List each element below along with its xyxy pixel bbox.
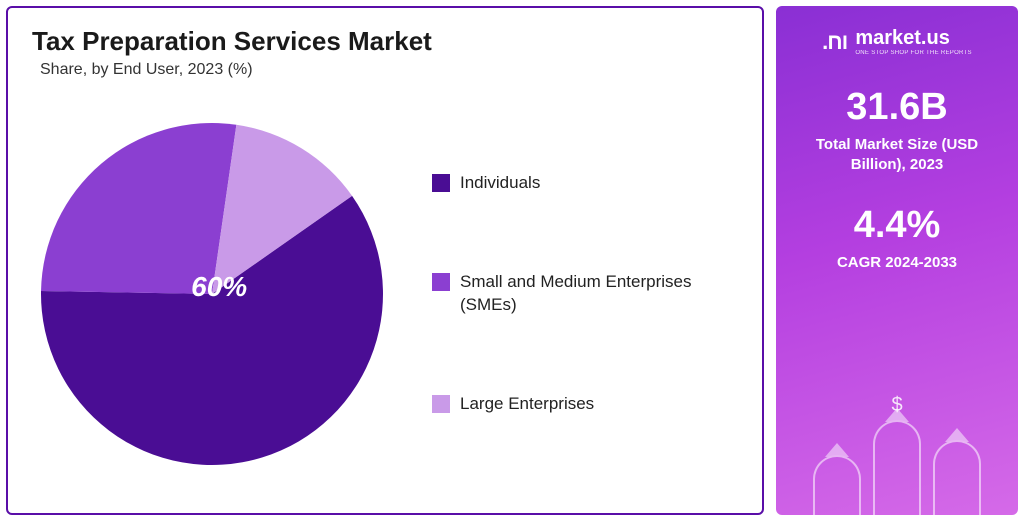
legend-label: Individuals xyxy=(460,172,540,195)
legend-item: Individuals xyxy=(432,172,738,195)
brand-logo: .וח market.us ONE STOP SHOP FOR THE REPO… xyxy=(822,28,972,56)
logo-main-text: market.us xyxy=(855,28,950,48)
legend-swatch xyxy=(432,174,450,192)
logo-tagline: ONE STOP SHOP FOR THE REPORTS xyxy=(855,50,972,56)
legend-label: Large Enterprises xyxy=(460,393,594,416)
up-arrow-icon xyxy=(813,455,861,515)
stats-side-panel: .וח market.us ONE STOP SHOP FOR THE REPO… xyxy=(776,6,1018,515)
up-arrow-icon xyxy=(873,420,921,515)
stat-cagr-label: CAGR 2024-2033 xyxy=(837,253,957,273)
legend: Individuals Small and Medium Enterprises … xyxy=(392,134,738,454)
legend-swatch xyxy=(432,395,450,413)
chart-title: Tax Preparation Services Market xyxy=(32,26,738,57)
pie-center-label: 60% xyxy=(191,271,247,303)
main-chart-panel: Tax Preparation Services Market Share, b… xyxy=(6,6,764,515)
up-arrows-graphic xyxy=(776,405,1018,515)
chart-row: 60% Individuals Small and Medium Enterpri… xyxy=(32,87,738,501)
up-arrow-icon xyxy=(933,440,981,515)
legend-item: Small and Medium Enterprises (SMEs) xyxy=(432,271,738,317)
stat-market-size-label: Total Market Size (USD Billion), 2023 xyxy=(790,135,1004,176)
chart-subtitle: Share, by End User, 2023 (%) xyxy=(32,61,738,79)
pie-slice xyxy=(41,123,236,294)
legend-swatch xyxy=(432,273,450,291)
logo-mark-icon: .וח xyxy=(822,29,847,55)
stat-market-size-value: 31.6B xyxy=(846,86,947,129)
stat-cagr-value: 4.4% xyxy=(854,204,941,247)
legend-item: Large Enterprises xyxy=(432,393,738,416)
legend-label: Small and Medium Enterprises (SMEs) xyxy=(460,271,738,317)
logo-text: market.us ONE STOP SHOP FOR THE REPORTS xyxy=(855,28,972,56)
pie-chart: 60% xyxy=(32,114,392,474)
